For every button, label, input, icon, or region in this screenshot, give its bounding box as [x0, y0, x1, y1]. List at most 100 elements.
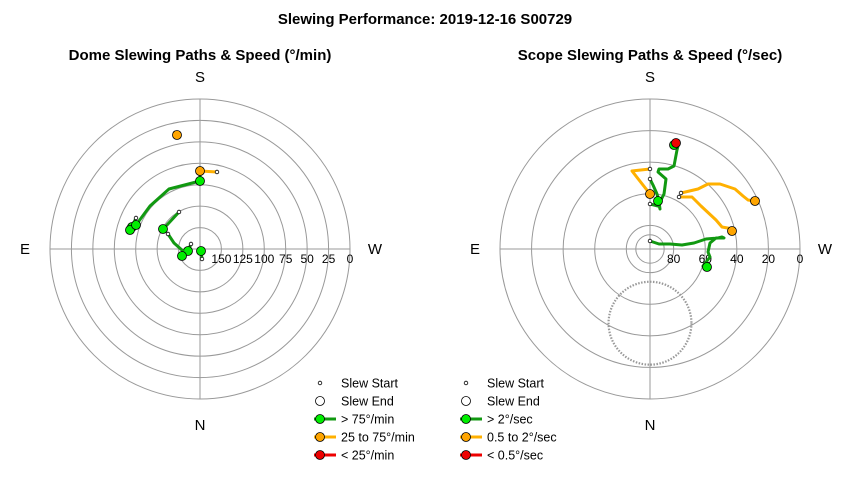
dome-tick-label: 75	[279, 252, 293, 266]
scope-path-line	[648, 143, 680, 208]
dome-legend-entry: Slew Start	[317, 377, 398, 391]
scope-tick-label: 80	[667, 252, 681, 266]
scope-series	[630, 138, 760, 272]
scope-slew-start-point	[676, 194, 682, 200]
scope-series-path	[678, 182, 760, 206]
figure-title: Slewing Performance: 2019-12-16 S00729	[278, 11, 572, 28]
scope-legend-label: > 2°/sec	[487, 413, 533, 427]
dome-legend-marker	[315, 450, 325, 460]
dome-series-path	[172, 130, 182, 140]
dome-legend-marker	[315, 432, 325, 442]
dome-tick-label: 25	[322, 252, 336, 266]
dome-slew-end-point	[131, 220, 141, 230]
dome-slew-start-point	[133, 215, 139, 221]
scope-direction-bottom: N	[645, 417, 656, 434]
scope-legend-label: Slew End	[487, 395, 540, 409]
scope-series-path	[647, 176, 663, 211]
dome-direction-right: W	[368, 241, 383, 258]
dome-legend-end-marker	[315, 396, 325, 406]
dome-panel: Dome Slewing Paths & Speed (°/min) S W N…	[20, 47, 415, 463]
scope-panel: Scope Slewing Paths & Speed (°/sec) S W …	[460, 47, 833, 463]
scope-legend-entry: 0.5 to 2°/sec	[460, 431, 557, 445]
dome-slew-end-point	[196, 246, 206, 256]
dome-legend-entry: > 75°/min	[314, 413, 394, 427]
scope-tick-label: 40	[730, 252, 744, 266]
dome-slew-end-point	[158, 224, 168, 234]
dome-slew-start-point	[188, 241, 194, 247]
dome-tick-label: 0	[347, 252, 354, 266]
scope-slew-start-point	[678, 190, 684, 196]
dome-legend-label: 25 to 75°/min	[341, 431, 415, 445]
dome-slew-start-point	[199, 256, 205, 262]
dome-series-path	[158, 209, 182, 234]
dome-legend-entry: Slew End	[315, 395, 394, 409]
scope-legend-label: Slew Start	[487, 377, 544, 391]
dome-legend-start-marker	[317, 380, 323, 386]
dome-legend-marker	[315, 414, 325, 424]
dome-path-line	[134, 179, 202, 227]
scope-slew-end-point	[671, 138, 681, 148]
dome-legend: Slew Start Slew End > 75°/min 25 to 75°/min…	[314, 377, 415, 463]
scope-slew-end-point	[653, 196, 663, 206]
scope-slew-start-point	[647, 238, 653, 244]
scope-slew-start-point	[647, 166, 653, 172]
dome-tick-label: 150	[211, 252, 231, 266]
dome-series-path	[196, 246, 206, 262]
dome-tick-label: 50	[300, 252, 314, 266]
scope-slew-start-point	[647, 201, 653, 207]
scope-direction-left: E	[470, 241, 480, 258]
scope-slew-end-point	[645, 189, 655, 199]
dome-slew-end-point	[195, 166, 205, 176]
dome-legend-label: > 75°/min	[341, 413, 394, 427]
dome-slew-end-point	[177, 251, 187, 261]
dome-legend-label: Slew Start	[341, 377, 398, 391]
scope-polar-grid	[499, 98, 801, 400]
scope-tick-label: 20	[762, 252, 776, 266]
scope-path-line	[630, 167, 652, 196]
scope-legend-entry: Slew End	[461, 395, 540, 409]
scope-zenith-circle	[635, 234, 665, 264]
scope-series-path	[647, 235, 726, 272]
scope-chart-title: Scope Slewing Paths & Speed (°/sec)	[518, 47, 782, 64]
dome-slew-end-point	[195, 176, 205, 186]
scope-slew-end-point	[727, 226, 737, 236]
scope-legend-entry: Slew Start	[463, 377, 544, 391]
dome-legend-entry: 25 to 75°/min	[314, 431, 415, 445]
dome-series	[125, 130, 220, 262]
scope-direction-right: W	[818, 241, 833, 258]
dome-legend-entry: < 25°/min	[314, 449, 394, 463]
dome-tick-label: 125	[233, 252, 253, 266]
scope-path-line	[679, 182, 757, 203]
scope-legend-label: 0.5 to 2°/sec	[487, 431, 557, 445]
scope-legend-marker	[461, 414, 471, 424]
scope-slew-end-point	[750, 196, 760, 206]
dome-tick-label: 100	[254, 252, 274, 266]
dome-slew-start-point	[176, 209, 182, 215]
dome-chart-title: Dome Slewing Paths & Speed (°/min)	[69, 47, 332, 64]
dome-series-path	[195, 166, 220, 176]
dome-slew-start-point	[165, 231, 171, 237]
scope-tick-label: 0	[797, 252, 804, 266]
scope-legend-start-marker	[463, 380, 469, 386]
scope-path-line	[648, 235, 726, 269]
dome-direction-bottom: N	[195, 417, 206, 434]
dome-series-path	[165, 231, 187, 261]
dome-direction-top: S	[195, 69, 205, 86]
scope-legend-entry: > 2°/sec	[460, 413, 533, 427]
scope-legend-marker	[461, 450, 471, 460]
scope-legend-label: < 0.5°/sec	[487, 449, 543, 463]
scope-direction-top: S	[645, 69, 655, 86]
scope-series-path	[671, 138, 681, 148]
scope-legend-entry: < 0.5°/sec	[460, 449, 543, 463]
scope-slew-start-point	[647, 176, 653, 182]
scope-legend-marker	[461, 432, 471, 442]
dome-slew-end-point	[172, 130, 182, 140]
scope-series-path	[630, 166, 655, 199]
scope-limit-circle	[607, 280, 693, 366]
dome-direction-left: E	[20, 241, 30, 258]
dome-legend-label: < 25°/min	[341, 449, 394, 463]
scope-legend-end-marker	[461, 396, 471, 406]
